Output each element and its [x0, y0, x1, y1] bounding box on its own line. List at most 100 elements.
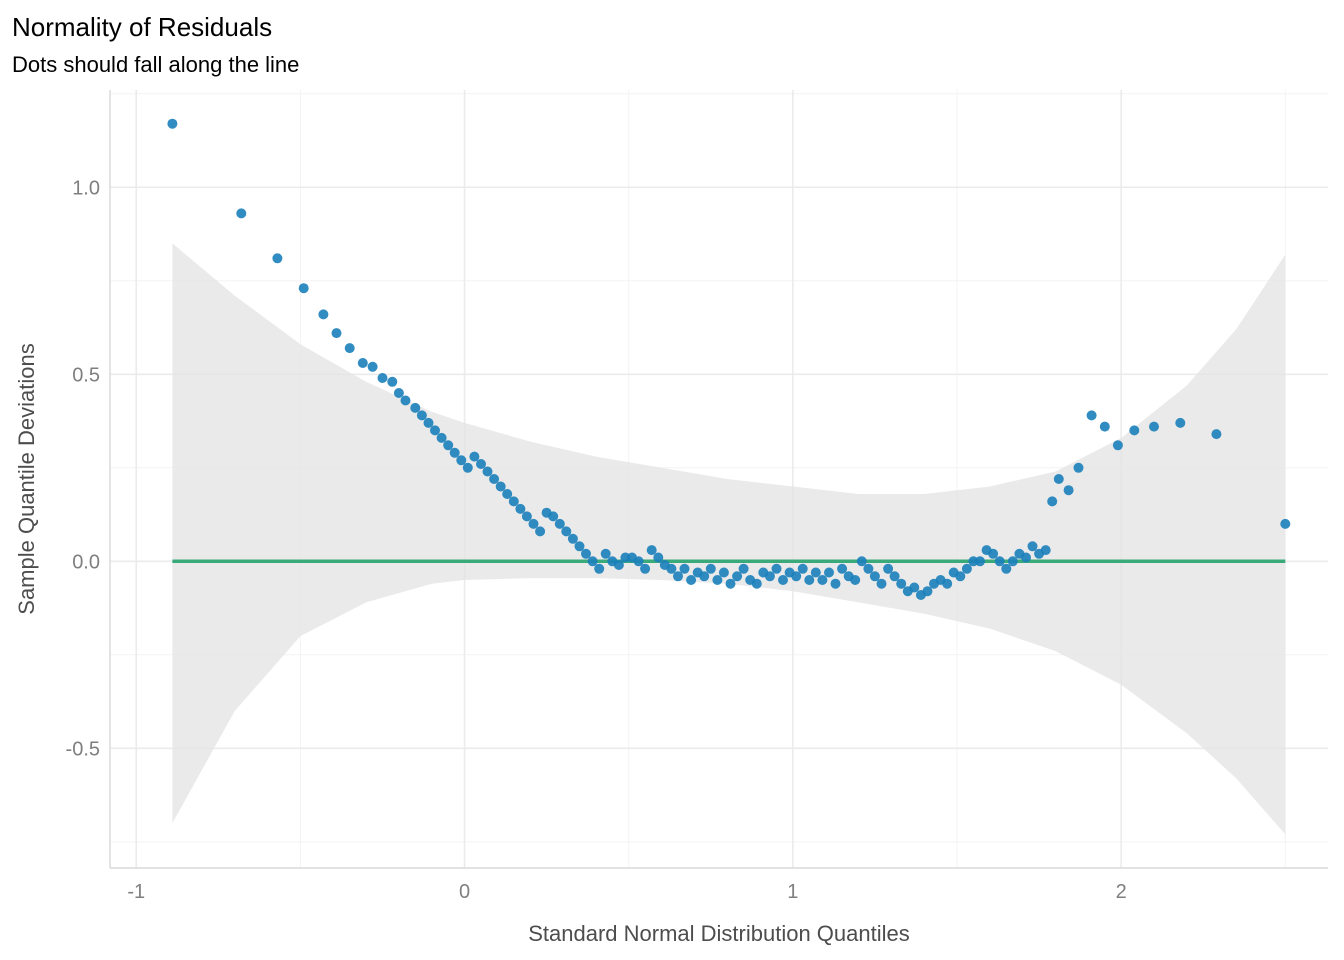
- data-point: [1047, 496, 1058, 507]
- x-tick-label: 0: [459, 881, 470, 903]
- data-point: [449, 447, 460, 458]
- y-tick-label: 1.0: [72, 177, 100, 199]
- data-point: [1112, 440, 1123, 451]
- data-point: [883, 563, 894, 574]
- data-point: [640, 563, 651, 574]
- data-point: [502, 489, 513, 499]
- data-point: [443, 440, 454, 451]
- data-point: [548, 511, 559, 522]
- data-point: [1007, 556, 1018, 567]
- axes: [109, 90, 1328, 869]
- chart-subtitle: Dots should fall along the line: [12, 52, 299, 77]
- data-point: [673, 571, 683, 582]
- data-point: [653, 552, 664, 563]
- data-point: [804, 575, 815, 585]
- data-point: [476, 459, 486, 469]
- data-point: [633, 556, 644, 567]
- data-point: [1053, 474, 1064, 484]
- data-point: [528, 518, 539, 529]
- data-point: [961, 563, 972, 574]
- data-point: [1129, 425, 1140, 436]
- data-point: [764, 571, 775, 582]
- points: [167, 118, 1291, 600]
- x-tick-label: 1: [787, 881, 798, 903]
- data-point: [1211, 429, 1222, 440]
- data-point: [810, 567, 821, 578]
- data-point: [725, 578, 736, 589]
- data-point: [686, 575, 697, 585]
- data-point: [876, 578, 887, 589]
- data-point: [561, 526, 572, 537]
- data-point: [778, 575, 788, 585]
- data-point: [272, 253, 283, 264]
- data-point: [718, 567, 729, 578]
- data-point: [1099, 421, 1110, 432]
- confidence-band-area: [172, 243, 1286, 835]
- data-point: [410, 402, 421, 413]
- data-point: [456, 455, 467, 466]
- data-point: [994, 556, 1005, 567]
- data-point: [942, 578, 953, 589]
- data-point: [1175, 417, 1186, 428]
- data-point: [896, 578, 907, 589]
- y-tick-label: 0.5: [72, 364, 100, 386]
- data-point: [387, 376, 398, 387]
- data-point: [521, 511, 532, 522]
- data-point: [666, 563, 677, 574]
- data-point: [732, 571, 743, 582]
- data-point: [738, 563, 749, 574]
- chart-title: Normality of Residuals: [12, 12, 272, 42]
- data-point: [515, 503, 526, 514]
- data-point: [482, 466, 493, 477]
- data-point: [508, 496, 519, 507]
- data-point: [1021, 552, 1031, 563]
- data-point: [791, 571, 802, 582]
- data-point: [600, 548, 611, 559]
- data-point: [955, 571, 966, 582]
- data-point: [489, 474, 500, 484]
- data-point: [423, 417, 434, 428]
- data-point: [613, 560, 624, 570]
- data-point: [587, 556, 598, 567]
- data-point: [1280, 518, 1291, 529]
- y-tick-label: -0.5: [66, 738, 100, 760]
- tick-labels: -1 0 1 2 -0.5 0.0 0.5 1.0: [66, 177, 1127, 903]
- data-point: [705, 563, 716, 574]
- data-point: [1027, 541, 1038, 552]
- data-point: [416, 410, 427, 421]
- data-point: [751, 578, 762, 589]
- data-point: [236, 208, 247, 219]
- y-tick-label: 0.0: [72, 551, 100, 573]
- data-point: [863, 563, 874, 574]
- data-point: [367, 361, 378, 372]
- data-point: [167, 118, 178, 129]
- data-point: [817, 575, 828, 585]
- x-tick-label: 2: [1116, 881, 1127, 903]
- data-point: [331, 328, 342, 339]
- y-axis-title: Sample Quantile Deviations: [14, 343, 39, 614]
- data-point: [830, 578, 841, 589]
- data-point: [1149, 421, 1159, 432]
- x-tick-label: -1: [127, 881, 145, 903]
- data-point: [988, 548, 999, 559]
- data-point: [850, 575, 861, 585]
- data-point: [824, 567, 834, 578]
- x-axis-title: Standard Normal Distribution Quantiles: [528, 921, 910, 946]
- confidence-band: [172, 243, 1286, 835]
- data-point: [436, 432, 447, 443]
- data-point: [679, 563, 690, 574]
- data-point: [837, 563, 848, 574]
- data-point: [400, 395, 411, 406]
- data-point: [581, 548, 591, 559]
- data-point: [344, 343, 355, 354]
- data-point: [594, 563, 605, 574]
- data-point: [567, 533, 578, 544]
- data-point: [712, 575, 723, 585]
- data-point: [430, 425, 440, 436]
- data-point: [462, 462, 473, 473]
- data-point: [1063, 485, 1074, 496]
- data-point: [469, 451, 480, 462]
- data-point: [1001, 563, 1012, 574]
- data-point: [554, 518, 565, 529]
- data-point: [1040, 545, 1051, 556]
